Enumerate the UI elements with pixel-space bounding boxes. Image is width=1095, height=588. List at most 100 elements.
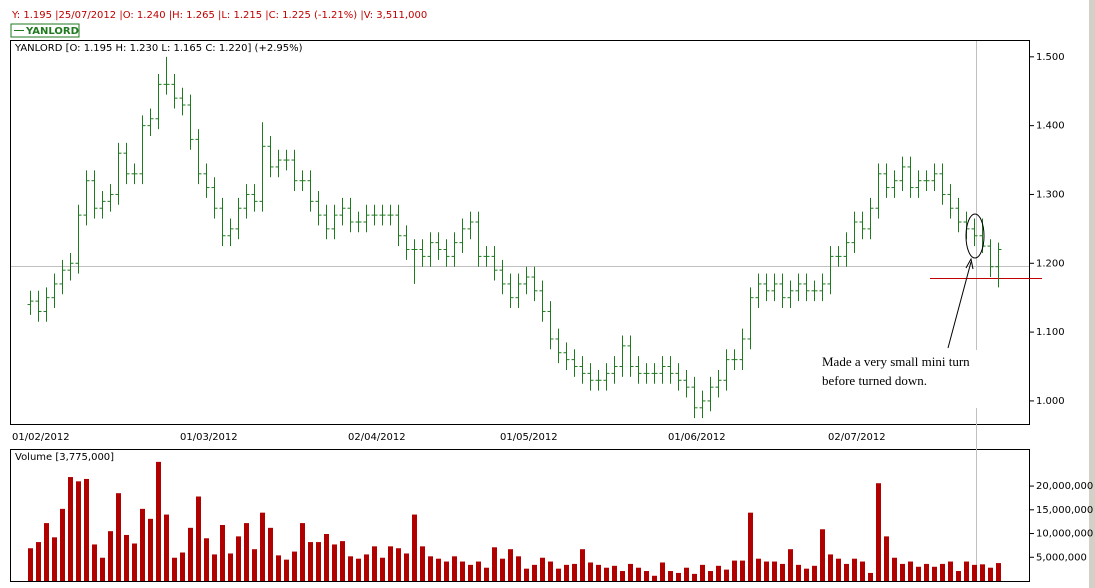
volume-bar (348, 556, 353, 581)
volume-bar (172, 557, 177, 581)
volume-bar (996, 563, 1001, 581)
volume-bar (924, 563, 929, 581)
volume-bar (492, 547, 497, 581)
volume-bar (668, 571, 673, 581)
volume-bar (628, 563, 633, 581)
x-tick-label: 01/03/2012 (180, 432, 238, 443)
volume-bar (764, 561, 769, 581)
y-tick-label: 1.400 (1036, 121, 1065, 132)
volume-bar (388, 546, 393, 581)
volume-bar (244, 523, 249, 581)
volume-bar (812, 565, 817, 581)
volume-bar (340, 541, 345, 581)
volume-bar (44, 523, 49, 581)
volume-bar (532, 564, 537, 581)
x-tick-label: 01/02/2012 (12, 432, 70, 443)
volume-bar (732, 560, 737, 581)
volume-bar (860, 561, 865, 581)
volume-bar (804, 568, 809, 581)
volume-bar (772, 561, 777, 581)
volume-bar (468, 564, 473, 581)
volume-bar (748, 512, 753, 581)
volume-bar (828, 554, 833, 581)
y-tick-label: 1.500 (1036, 52, 1065, 63)
volume-bar (228, 553, 233, 581)
volume-bar (500, 558, 505, 581)
header-info: Y: 1.195 |25/07/2012 |O: 1.240 |H: 1.265… (11, 10, 427, 21)
annotation-arrow (947, 261, 972, 349)
marks: 1.000 1.100 1.200 1.300 1.400 1.500 01/02/2012… (12, 52, 1093, 581)
volume-bar (636, 567, 641, 581)
volume-bar (612, 565, 617, 581)
volume-bar (292, 551, 297, 581)
volume-bar (372, 546, 377, 581)
x-tick-label: 02/07/2012 (828, 432, 886, 443)
volume-bar (36, 542, 41, 581)
volume-bar (932, 566, 937, 581)
volume-bar (908, 561, 913, 581)
volume-bar (948, 561, 953, 581)
volume-bar (556, 568, 561, 581)
volume-bar (820, 529, 825, 581)
volume-bar (620, 571, 625, 581)
volume-bar (548, 561, 553, 581)
volume-bar (644, 571, 649, 581)
price-panel (10, 40, 1030, 425)
annotation: before turned down. (822, 373, 927, 388)
volume-bar (204, 538, 209, 581)
volume-bar (156, 461, 161, 581)
volume-bar (956, 571, 961, 581)
volume-bar (76, 481, 81, 581)
volume-bar (684, 567, 689, 581)
volume-bar (28, 548, 33, 581)
volume-bar (188, 527, 193, 581)
volume-bar (580, 549, 585, 581)
volume-bar (516, 556, 521, 581)
volume-bar (652, 575, 657, 581)
y-tick-label: 1.000 (1036, 396, 1065, 407)
volume-bar (84, 478, 89, 581)
volume-bar (92, 544, 97, 581)
volume-bar (508, 549, 513, 581)
volume-bar (700, 564, 705, 581)
volume-bar (852, 558, 857, 581)
annotation-circle (965, 213, 985, 259)
volume-bar (252, 549, 257, 581)
volume-bar (604, 567, 609, 581)
volume-bar (364, 554, 369, 581)
annotation: Made a very small mini turn (822, 354, 970, 369)
volume-bar (396, 548, 401, 581)
volume-bar (868, 572, 873, 581)
y-tick-label: 10,000,000 (1036, 529, 1093, 540)
volume-bar (276, 555, 281, 581)
volume-bar (356, 558, 361, 581)
y-tick-label: 1.300 (1036, 189, 1065, 200)
volume-bar (212, 554, 217, 581)
volume-bar (836, 558, 841, 581)
volume-bar (484, 567, 489, 581)
volume-bar (844, 563, 849, 581)
volume-bar (892, 557, 897, 581)
volume-bar (692, 573, 697, 581)
y-tick-label: 1.100 (1036, 327, 1065, 338)
volume-bar (740, 560, 745, 581)
volume-bar (476, 561, 481, 581)
volume-title: Volume [3,775,000] (15, 452, 114, 463)
volume-bar (220, 524, 225, 581)
volume-bar (724, 569, 729, 581)
volume-bar (884, 536, 889, 581)
price-title: YANLORD [O: 1.195 H: 1.230 L: 1.165 C: 1… (14, 43, 303, 54)
volume-bar (540, 557, 545, 581)
volume-bar (436, 558, 441, 581)
volume-bar (428, 556, 433, 581)
volume-bar (756, 558, 761, 581)
volume-bar (980, 564, 985, 581)
volume-bar (116, 493, 121, 581)
volume-bar (180, 552, 185, 581)
volume-bar (564, 564, 569, 581)
volume-bar (900, 563, 905, 581)
y-tick-label: 5,000,000 (1036, 552, 1087, 563)
volume-bar (140, 508, 145, 581)
volume-bar (916, 566, 921, 581)
